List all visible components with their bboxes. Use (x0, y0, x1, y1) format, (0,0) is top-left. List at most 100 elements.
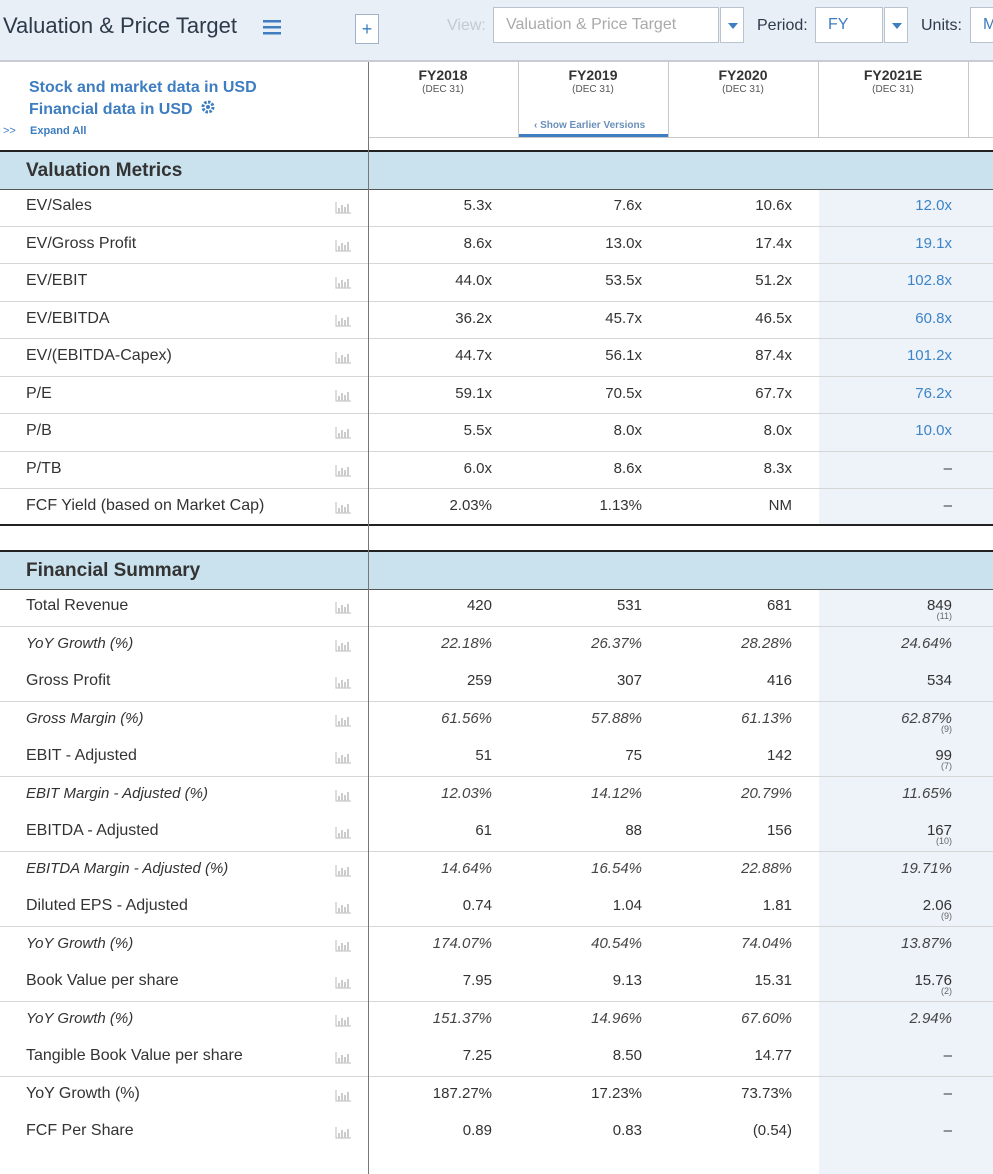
chart-icon[interactable] (335, 901, 351, 914)
cell-value: 61.13% (741, 709, 792, 727)
chart-icon[interactable] (335, 976, 351, 989)
cell-value: 7.95 (462, 972, 492, 989)
chart-icon[interactable] (335, 276, 351, 289)
row-label: EV/(EBITDA-Capex) (26, 347, 172, 364)
cell-value: 14.12% (591, 784, 642, 802)
cell-value: 13.87% (901, 934, 952, 952)
cell-value: – (943, 1047, 952, 1064)
estimate-count: (2) (941, 986, 952, 996)
row-label: EV/EBITDA (26, 309, 110, 327)
cell-value: 2.03% (449, 497, 492, 514)
chart-icon[interactable] (335, 676, 351, 689)
cell-value: 0.89 (462, 1122, 492, 1139)
cell-value: – (943, 497, 952, 514)
cell-value: 88 (625, 822, 642, 839)
chart-icon[interactable] (335, 351, 351, 364)
add-button[interactable]: + (355, 14, 379, 44)
cell-value: 151.37% (432, 1009, 492, 1027)
cell-value: 12.03% (441, 784, 492, 802)
cell-value: 26.37% (591, 634, 642, 652)
cell-value: 1.04 (612, 897, 642, 914)
view-label: View: (447, 17, 486, 34)
column-sub: (DEC 31) (872, 84, 914, 95)
chart-icon[interactable] (335, 1014, 351, 1026)
chart-icon[interactable] (335, 314, 351, 326)
view-dropdown[interactable] (720, 7, 744, 43)
chart-icon[interactable] (335, 826, 351, 839)
chart-icon[interactable] (335, 751, 351, 764)
row-label: Gross Profit (26, 672, 111, 689)
menu-icon[interactable] (263, 18, 283, 36)
page-title: Valuation & Price Target (3, 13, 237, 38)
cell-value: 5.5x (463, 422, 492, 439)
show-earlier-text: Show Earlier Versions (540, 120, 646, 131)
chart-icon[interactable] (335, 239, 351, 251)
row-label: YoY Growth (%) (26, 634, 134, 652)
cell-value: 20.79% (741, 784, 792, 802)
cell-value: 24.64% (901, 634, 952, 652)
expand-icon[interactable]: >> (3, 125, 16, 137)
chart-icon[interactable] (335, 201, 351, 214)
chart-icon[interactable] (335, 714, 351, 726)
cell-value: 307 (616, 672, 642, 689)
estimate-count: (9) (941, 723, 952, 734)
cell-value: 13.0x (605, 234, 642, 252)
cell-value: 67.7x (755, 384, 792, 402)
cell-value: 45.7x (605, 309, 642, 327)
column-divider (968, 62, 969, 137)
cell-value: 8.6x (463, 234, 492, 252)
cell-value: 16.54% (591, 859, 642, 877)
cell-value: 59.1x (455, 384, 492, 402)
cell-value: 36.2x (455, 309, 492, 327)
row-label: Gross Margin (%) (26, 709, 144, 727)
column-sub: (DEC 31) (572, 84, 614, 95)
chart-icon[interactable] (335, 389, 351, 401)
cell-value: 8.6x (613, 459, 642, 477)
period-select[interactable]: FY (815, 7, 883, 43)
settings-icon[interactable] (200, 99, 216, 115)
cell-value: – (943, 459, 952, 477)
cell-value: 6.0x (463, 459, 492, 477)
cell-value: 2.06 (922, 897, 952, 914)
row-divider (0, 300, 993, 302)
left-divider (368, 62, 369, 1174)
row-label: YoY Growth (%) (26, 934, 134, 952)
cell-value: 1.13% (599, 497, 642, 514)
chart-icon[interactable] (335, 601, 351, 614)
currency-note: Financial data in USD (29, 101, 193, 118)
section-title: Valuation Metrics (26, 160, 183, 181)
cell-value: 87.4x (755, 347, 792, 364)
cell-value: 44.0x (455, 272, 492, 289)
chart-icon[interactable] (335, 501, 351, 514)
period-dropdown[interactable] (884, 7, 908, 43)
expand-all[interactable]: Expand All (30, 125, 87, 137)
cell-value: (0.54) (752, 1122, 792, 1139)
cell-value: 60.8x (915, 309, 952, 327)
column-label: FY2020 (718, 67, 768, 83)
row-label: P/B (26, 422, 52, 439)
chart-icon[interactable] (335, 426, 351, 439)
row-divider (0, 375, 993, 377)
row-divider (0, 1075, 993, 1077)
row-label: EBITDA Margin - Adjusted (%) (26, 859, 229, 877)
column-sub: (DEC 31) (422, 84, 464, 95)
column-label: FY2019 (568, 67, 618, 83)
chart-icon[interactable] (335, 789, 351, 801)
chart-icon[interactable] (335, 639, 351, 651)
chart-icon[interactable] (335, 1089, 351, 1101)
chart-icon[interactable] (335, 864, 351, 876)
cell-value: 849 (926, 597, 952, 614)
cell-value: 57.88% (591, 709, 642, 727)
row-divider (0, 225, 993, 227)
cell-value: 7.6x (613, 197, 642, 214)
cell-value: 0.83 (612, 1122, 642, 1139)
view-select[interactable]: Valuation & Price Target (493, 7, 719, 43)
units-select[interactable]: M (970, 7, 993, 43)
cell-value: 259 (466, 672, 492, 689)
chart-icon[interactable] (335, 939, 351, 951)
chart-icon[interactable] (335, 1051, 351, 1064)
chart-icon[interactable] (335, 1126, 351, 1139)
chart-icon[interactable] (335, 464, 351, 476)
show-earlier[interactable]: ‹ Show Earlier Versions (534, 120, 664, 131)
header-divider (368, 137, 993, 138)
